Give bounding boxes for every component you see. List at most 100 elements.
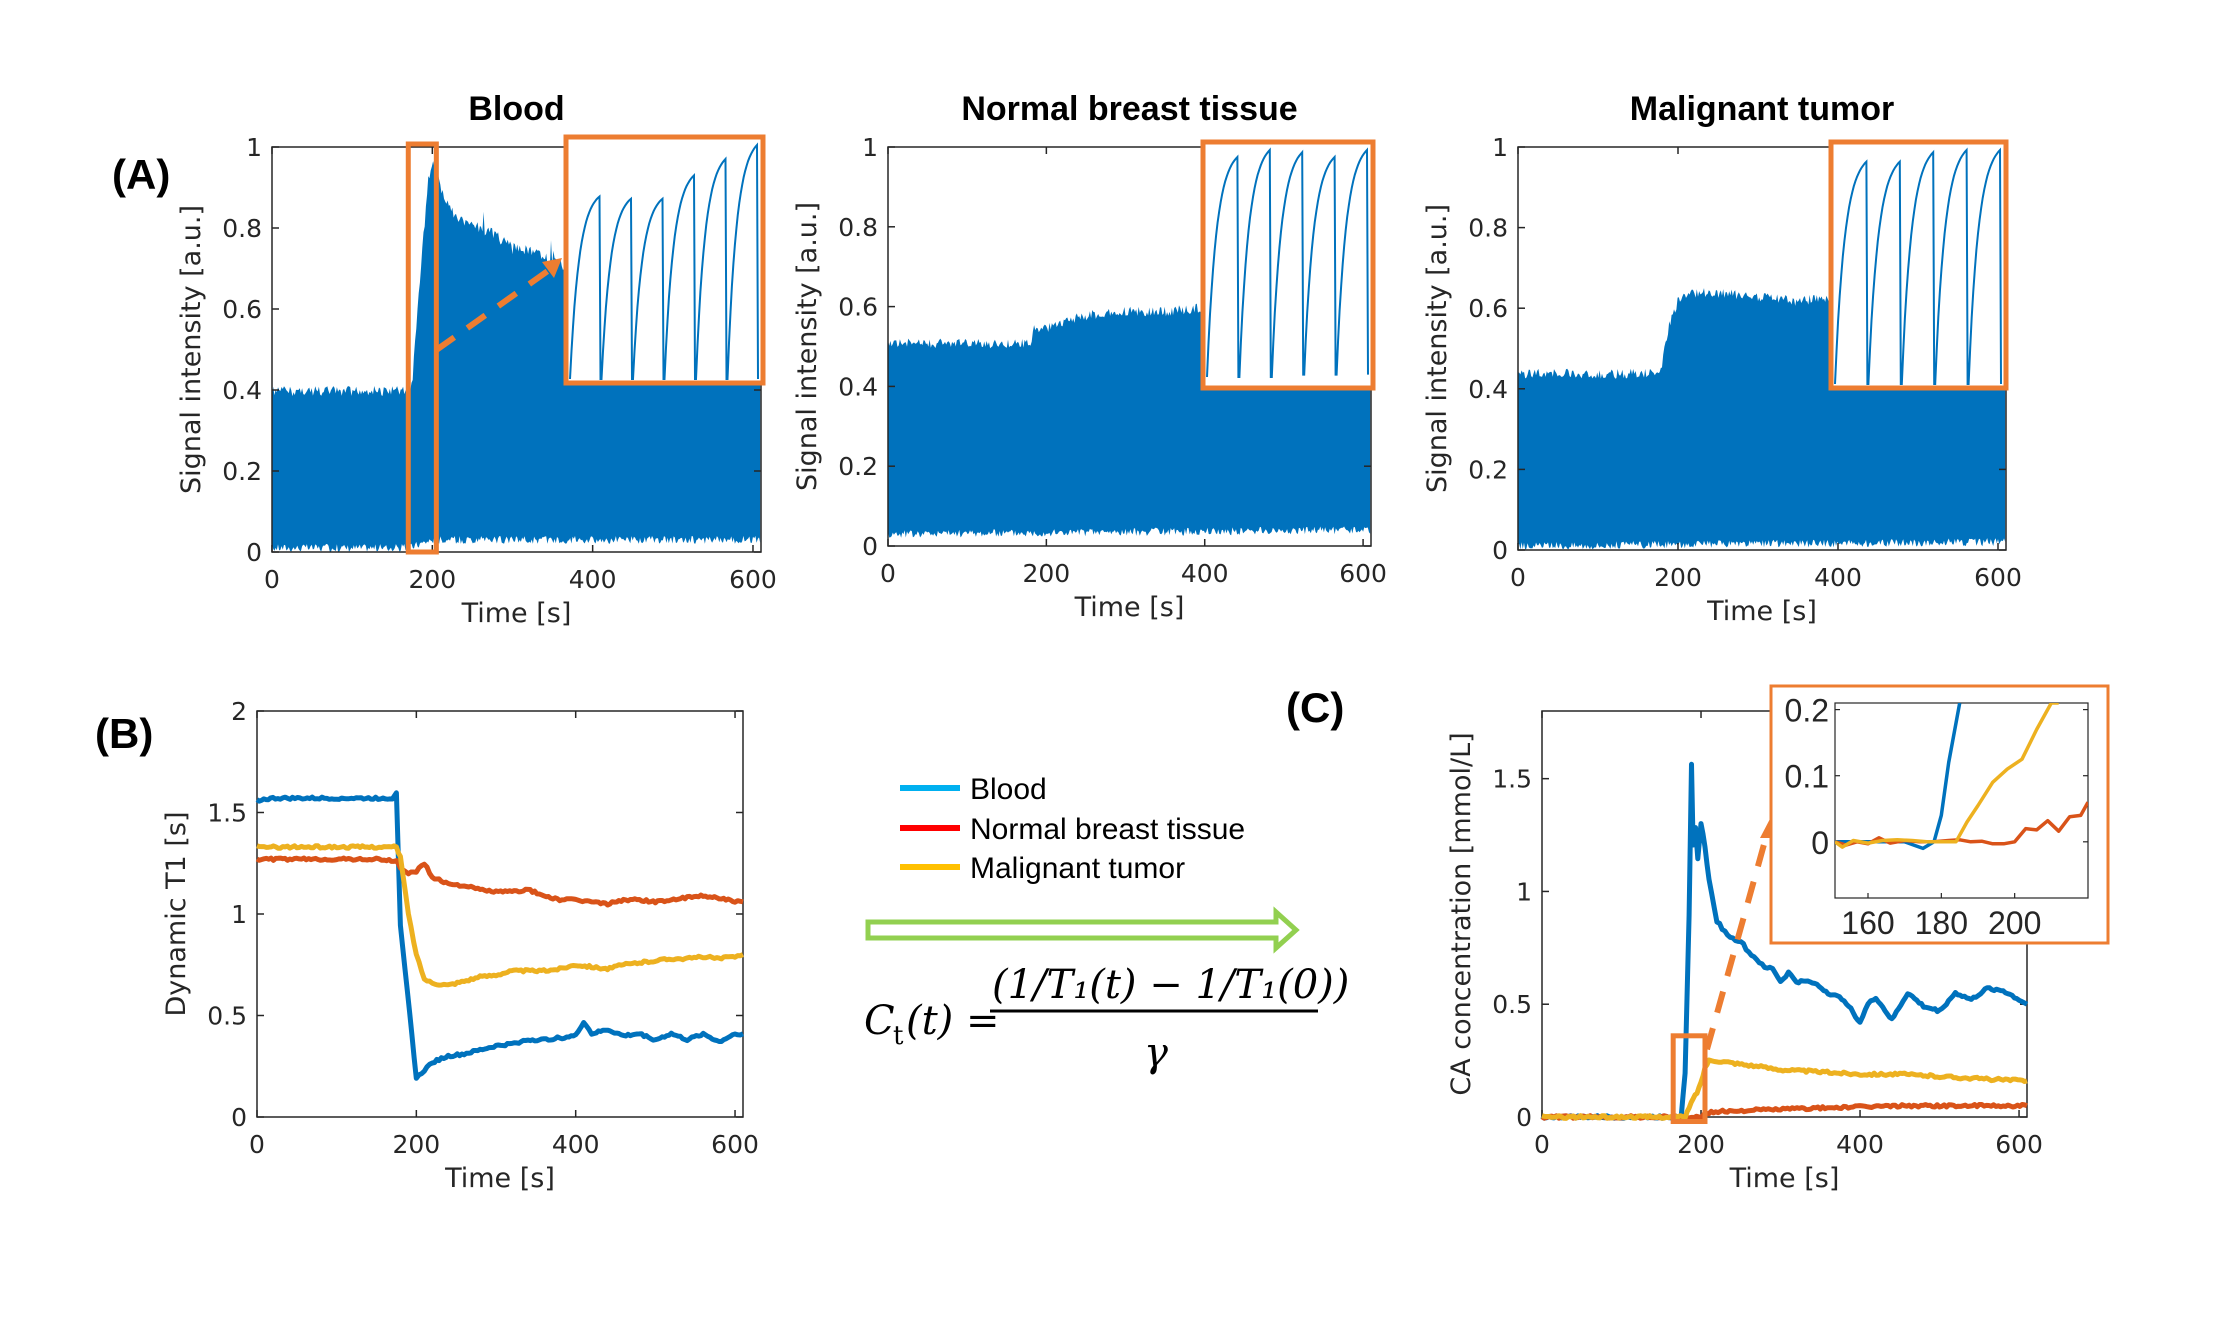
x-tick-label: 0 [1510,563,1526,592]
y-tick-label: 1 [1492,133,1508,162]
x-tick-label: 0 [1534,1130,1550,1159]
x-axis-label: Time [s] [444,1163,555,1194]
signal-tumor-chart: 0 200 400 600 0 0.2 0.4 0.6 0.8 1 Time [s] Signal i… [1422,90,2022,627]
y-tick-label: 0.6 [838,293,878,322]
x-tick-label: 400 [1836,1130,1884,1159]
x-tick-label: 400 [1181,559,1229,588]
legend-label-normal: Normal breast tissue [970,813,1245,846]
y-tick-label: 0.4 [222,376,262,405]
y-tick-label: 0 [246,538,262,567]
y-tick-label: 0 [231,1103,247,1132]
ca-concentration-chart: 0 200 400 600 0 0.5 1 1.5 Time [s] CA concentrati… [1446,684,2110,1194]
signal-blood-chart: 0 200 400 600 0 0.2 0.4 0.6 0.8 1 Time [s] Signal i… [176,90,777,629]
y-axis-label: CA concentration [mmol/L] [1446,732,1477,1095]
formula-lhs-args: (t) = [906,998,1000,1044]
x-tick-label: 200 [392,1130,440,1159]
x-tick-label: 200 [1677,1130,1725,1159]
y-axis-label: Dynamic T1 [s] [161,811,192,1016]
inset-highlight-box [563,134,766,386]
legend: Blood Normal breast tissue Malignant tum… [900,773,1245,885]
y-tick-label: 0.8 [1468,214,1508,243]
x-tick-label: 0 [264,565,280,594]
inset-signal-line [569,142,759,380]
x-tick-label: 200 [1654,563,1702,592]
series-line-malignant-tumor [256,843,744,988]
series-line-blood [255,790,745,1081]
panel-label-c: (C) [1286,684,1344,731]
transform-arrow-icon [865,906,1300,954]
y-tick-label: 0.5 [207,1002,247,1031]
y-axis-label: Signal intensity [a.u.] [1422,204,1453,493]
y-tick-label: 1.5 [1492,765,1532,794]
y-tick-label: 0.6 [1468,294,1508,323]
formula-numerator: (1/T₁(t) − 1/T₁(0)) [992,962,1349,1008]
x-tick-label: 400 [1814,563,1862,592]
inset-axes-frame [1834,702,2089,899]
y-tick-label: 0.8 [838,213,878,242]
inset-y-tick-label: 0 [1811,825,1829,861]
y-tick-label: 1 [231,900,247,929]
y-tick-label: 0.2 [1468,455,1508,484]
panel-label-b: (B) [95,710,153,757]
dynamic-t1-chart: 0 200 400 600 0 0.5 1 1.5 2 Time [s] Dynamic T1 [s… [161,697,759,1194]
chart-title: Blood [468,90,564,128]
x-tick-label: 600 [1974,563,2022,592]
inset-background [1203,142,1373,388]
chart-title: Malignant tumor [1630,90,1894,128]
series-line-malignant-tumor [1835,703,2059,849]
inset-signal-line [1206,147,1369,378]
y-tick-label: 0.2 [838,452,878,481]
inset-lines [1835,703,2088,851]
y-tick-label: 0.6 [222,295,262,324]
axes-frame [256,710,744,1118]
formula-denominator: γ [1144,1030,1168,1076]
panel-label-a: (A) [112,151,170,198]
y-tick-label: 0 [1516,1103,1532,1132]
x-axis-label: Time [s] [1706,596,1817,627]
y-tick-label: 1 [862,133,878,162]
zoom-arrow-head-icon [542,258,562,278]
y-tick-label: 1 [246,133,262,162]
x-axis-label: Time [s] [461,598,572,629]
x-tick-label: 0 [249,1130,265,1159]
inset-y-tick-label: 0.1 [1785,759,1829,795]
signal-envelope [272,161,761,552]
y-axis-label: Signal intensity [a.u.] [792,202,823,491]
inset-highlight-box [1200,139,1376,391]
series-line-normal-breast-tissue [1835,801,2088,847]
inset-highlight-box [1828,139,2009,391]
legend-label-blood: Blood [970,773,1047,806]
x-tick-label: 600 [711,1130,759,1159]
formula-lhs-subscript: t [893,1021,904,1051]
y-tick-label: 0.4 [1468,375,1508,404]
legend-label-tumor: Malignant tumor [970,852,1185,885]
x-tick-label: 200 [1023,559,1071,588]
formula-lhs-symbol: C [864,998,895,1044]
inset-x-tick-label: 160 [1841,905,1894,941]
x-axis-label: Time [s] [1729,1163,1840,1194]
x-tick-label: 0 [880,559,896,588]
y-tick-label: 2 [231,697,247,726]
inset-y-tick-label: 0.2 [1785,693,1829,729]
y-tick-label: 0 [1492,536,1508,565]
inset-x-tick-label: 200 [1988,905,2041,941]
y-tick-label: 0.4 [838,372,878,401]
y-tick-label: 0 [862,532,878,561]
x-tick-label: 600 [729,565,777,594]
y-tick-label: 0.8 [222,214,262,243]
inset-signal-line [1834,147,2002,385]
formula: C t (t) = (1/T₁(t) − 1/T₁(0)) γ [864,962,1349,1076]
x-tick-label: 400 [552,1130,600,1159]
y-tick-label: 1.5 [207,799,247,828]
y-tick-label: 0.5 [1492,990,1532,1019]
series-line-normal-breast-tissue [255,855,744,908]
x-tick-label: 200 [408,565,456,594]
zoom-region-box [1670,1033,1708,1125]
x-axis-label: Time [s] [1074,592,1185,623]
y-axis-label: Signal intensity [a.u.] [176,205,207,494]
series-line-malignant-tumor [1541,1057,2028,1121]
y-tick-label: 0.2 [222,457,262,486]
x-tick-label: 400 [569,565,617,594]
x-tick-label: 600 [1339,559,1387,588]
